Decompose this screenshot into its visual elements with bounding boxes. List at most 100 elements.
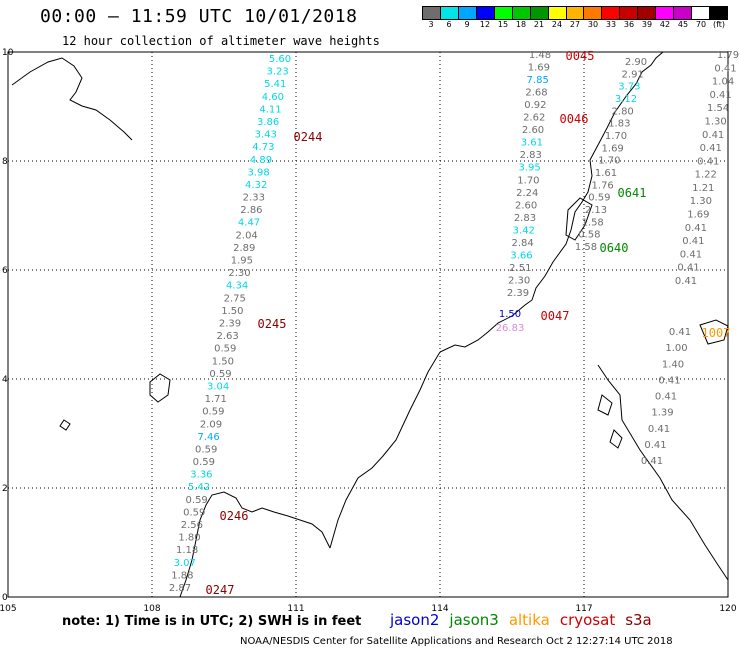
wave-height-value: 1.70 [517, 175, 539, 186]
legend-label: 45 [677, 20, 689, 29]
wave-height-value: 4.11 [259, 104, 281, 115]
wave-height-value: 2.89 [233, 243, 255, 254]
wave-height-value: 3.07 [174, 558, 196, 569]
legend-label: 27 [569, 20, 581, 29]
coast-mainland [439, 51, 664, 353]
wave-height-value: 2.60 [522, 125, 544, 136]
legend-swatch [440, 7, 459, 19]
wave-height-value: 3.43 [255, 130, 277, 141]
legend-swatch [423, 7, 441, 19]
wave-height-value: 1.50 [212, 356, 234, 367]
coast-west-peninsula [179, 491, 331, 598]
wave-height-value: 2.83 [520, 150, 542, 161]
wave-height-value: 3.73 [618, 82, 640, 93]
x-tick-label: 111 [287, 604, 304, 614]
wave-height-value: 0.59 [183, 507, 205, 518]
wave-height-value: 0.41 [658, 375, 680, 386]
coast-east-island [597, 364, 729, 581]
coast-island-e [609, 429, 623, 449]
pass-id-label: 0246 [220, 509, 249, 523]
wave-height-value: 0.41 [682, 236, 704, 247]
wave-height-value: 3.61 [521, 138, 543, 149]
wave-height-value: 26.83 [496, 323, 525, 334]
wave-height-value: 3.12 [615, 94, 637, 105]
wave-height-value: 2.75 [224, 293, 246, 304]
wave-height-value: 0.92 [524, 100, 546, 111]
wave-height-value: 1.69 [528, 63, 550, 74]
units-note: note: 1) Time is in UTC; 2) SWH is in fe… [62, 614, 362, 629]
wave-height-value: 3.23 [266, 67, 288, 78]
wave-height-value: 1.88 [171, 570, 193, 581]
legend-swatch [458, 7, 477, 19]
wave-height-value: 1.54 [707, 103, 729, 114]
wave-height-value: 1.69 [602, 143, 624, 154]
legend-label: 21 [533, 20, 545, 29]
satellite-name: jason3 [449, 611, 499, 629]
legend-label: 15 [497, 20, 509, 29]
legend-swatch [656, 7, 675, 19]
wave-height-value: 2.30 [508, 275, 530, 286]
legend-label: 24 [551, 20, 563, 29]
wave-height-value: 2.60 [515, 200, 537, 211]
legend-swatch [710, 7, 727, 19]
legend-swatch [512, 7, 531, 19]
pass-id-label: 0244 [294, 130, 323, 144]
wave-height-value: 1.69 [687, 210, 709, 221]
pass-id-label: 0247 [206, 583, 235, 597]
pass-labels: 0045 0046 0244 0641 0640 0047 0245 1007 0246 0247 [206, 49, 731, 597]
y-tick-label: 10 [2, 48, 14, 58]
y-tick-label: 0 [2, 593, 8, 603]
wave-height-value: 0.59 [588, 193, 610, 204]
wave-height-value: 3.86 [257, 117, 279, 128]
wave-height-value: 0.41 [709, 90, 731, 101]
wave-height-value: 4.32 [245, 180, 267, 191]
wave-height-value: 1.50 [221, 306, 243, 317]
pass-id-label: 0245 [258, 317, 287, 331]
wave-height-value: 3.98 [247, 167, 269, 178]
legend-swatch [638, 7, 657, 19]
wave-height-value: 1.18 [176, 545, 198, 556]
legend-swatch [692, 7, 710, 19]
coastline [11, 51, 729, 598]
wave-height-value: 3.66 [510, 250, 532, 261]
wave-height-value: 2.30 [228, 268, 250, 279]
track-values: 5.60 3.235.41 4.604.11 3.86 3.434.73 4.893.98… [169, 50, 739, 594]
legend-swatch [620, 7, 639, 19]
legend-label: 30 [587, 20, 599, 29]
satellite-legend: jason2 jason3 altika cryosat s3a [390, 611, 662, 629]
wave-height-value: 2.63 [216, 331, 238, 342]
wave-height-value: 1.95 [231, 256, 253, 267]
wave-height-value: 1.80 [178, 533, 200, 544]
wave-height-value: 2.39 [507, 288, 529, 299]
legend-label: 33 [605, 20, 617, 29]
wave-height-value: 2.91 [622, 69, 644, 80]
legend-label: 9 [464, 20, 470, 29]
wave-height-value: 2.86 [240, 205, 262, 216]
wave-height-value: 1.40 [662, 359, 684, 370]
legend-label: 6 [446, 20, 452, 29]
wave-height-value: 0.41 [669, 327, 691, 338]
wave-height-value: 0.41 [677, 263, 699, 274]
legend-label: 12 [479, 20, 491, 29]
legend-label: 36 [623, 20, 635, 29]
wave-height-value: 0.59 [214, 344, 236, 355]
credit-line: NOAA/NESDIS Center for Satellite Applica… [240, 636, 673, 647]
wave-height-value: 7.46 [197, 432, 219, 443]
pass-id-label: 0641 [618, 186, 647, 200]
legend-labels: 3 6 9 12 15 18 21 24 27 30 33 36 39 42 45 70 (ft) [422, 20, 728, 29]
wave-height-value: 3.36 [190, 470, 212, 481]
color-legend: 3 6 9 12 15 18 21 24 27 30 33 36 39 42 45 70 (ft) [422, 6, 728, 29]
wave-height-value: 0.41 [702, 130, 724, 141]
map-subtitle: 12 hour collection of altimeter wave hei… [62, 34, 380, 48]
legend-label: 42 [659, 20, 671, 29]
wave-height-value: 2.56 [181, 520, 203, 531]
wave-height-value: 2.87 [169, 583, 191, 594]
wave-height-value: 0.41 [685, 223, 707, 234]
wave-height-value: 0.59 [186, 495, 208, 506]
wave-height-value: 0.59 [195, 444, 217, 455]
y-tick-label: 8 [2, 157, 8, 167]
legend-label: (ft) [712, 20, 726, 29]
wave-height-value: 1.71 [205, 394, 227, 405]
wave-height-value: 0.41 [655, 392, 677, 403]
